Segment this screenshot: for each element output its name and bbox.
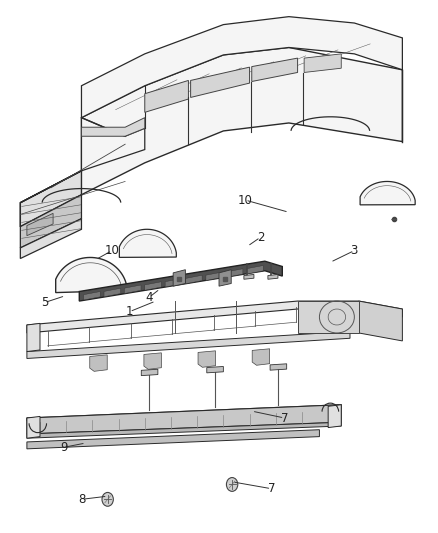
Polygon shape: [20, 219, 81, 259]
Polygon shape: [165, 278, 182, 287]
Polygon shape: [81, 118, 145, 136]
Text: 3: 3: [351, 244, 358, 257]
Polygon shape: [268, 274, 278, 279]
Polygon shape: [207, 367, 223, 373]
Text: 1: 1: [126, 305, 133, 318]
Polygon shape: [81, 17, 403, 118]
Polygon shape: [20, 118, 145, 203]
Polygon shape: [145, 282, 161, 290]
Polygon shape: [270, 364, 287, 370]
Text: 10: 10: [238, 193, 253, 207]
Polygon shape: [226, 269, 243, 277]
Text: 7: 7: [268, 482, 275, 495]
Polygon shape: [360, 181, 415, 205]
Polygon shape: [90, 355, 107, 372]
Polygon shape: [27, 213, 53, 236]
Polygon shape: [27, 416, 40, 438]
Polygon shape: [119, 229, 177, 257]
Polygon shape: [145, 80, 188, 112]
Circle shape: [226, 478, 238, 491]
Polygon shape: [27, 405, 341, 421]
Text: 8: 8: [78, 493, 85, 506]
Polygon shape: [219, 270, 231, 286]
Polygon shape: [27, 324, 40, 352]
Polygon shape: [304, 54, 341, 72]
Polygon shape: [124, 285, 141, 294]
Polygon shape: [56, 257, 127, 293]
Polygon shape: [27, 405, 341, 434]
Text: 9: 9: [60, 441, 68, 454]
Polygon shape: [252, 58, 297, 82]
Polygon shape: [20, 171, 81, 227]
Polygon shape: [252, 349, 270, 365]
Polygon shape: [27, 332, 350, 359]
Polygon shape: [141, 369, 158, 376]
Polygon shape: [297, 301, 359, 333]
Polygon shape: [359, 301, 403, 341]
Polygon shape: [247, 265, 263, 274]
Text: 5: 5: [41, 296, 48, 309]
Polygon shape: [328, 405, 341, 427]
Text: 7: 7: [281, 411, 288, 424]
Polygon shape: [27, 422, 341, 438]
Text: 4: 4: [145, 291, 153, 304]
Text: 10: 10: [105, 244, 120, 257]
Polygon shape: [173, 270, 185, 286]
Polygon shape: [27, 430, 319, 449]
Polygon shape: [191, 67, 250, 98]
Polygon shape: [20, 47, 403, 227]
Polygon shape: [186, 275, 202, 284]
Polygon shape: [198, 351, 215, 367]
Text: 2: 2: [257, 231, 264, 244]
Polygon shape: [244, 274, 254, 279]
Circle shape: [102, 492, 113, 506]
Polygon shape: [27, 301, 403, 333]
Polygon shape: [79, 261, 283, 301]
Polygon shape: [104, 288, 120, 297]
Polygon shape: [84, 292, 100, 300]
Polygon shape: [20, 195, 81, 248]
Polygon shape: [144, 353, 161, 369]
Polygon shape: [206, 272, 223, 280]
